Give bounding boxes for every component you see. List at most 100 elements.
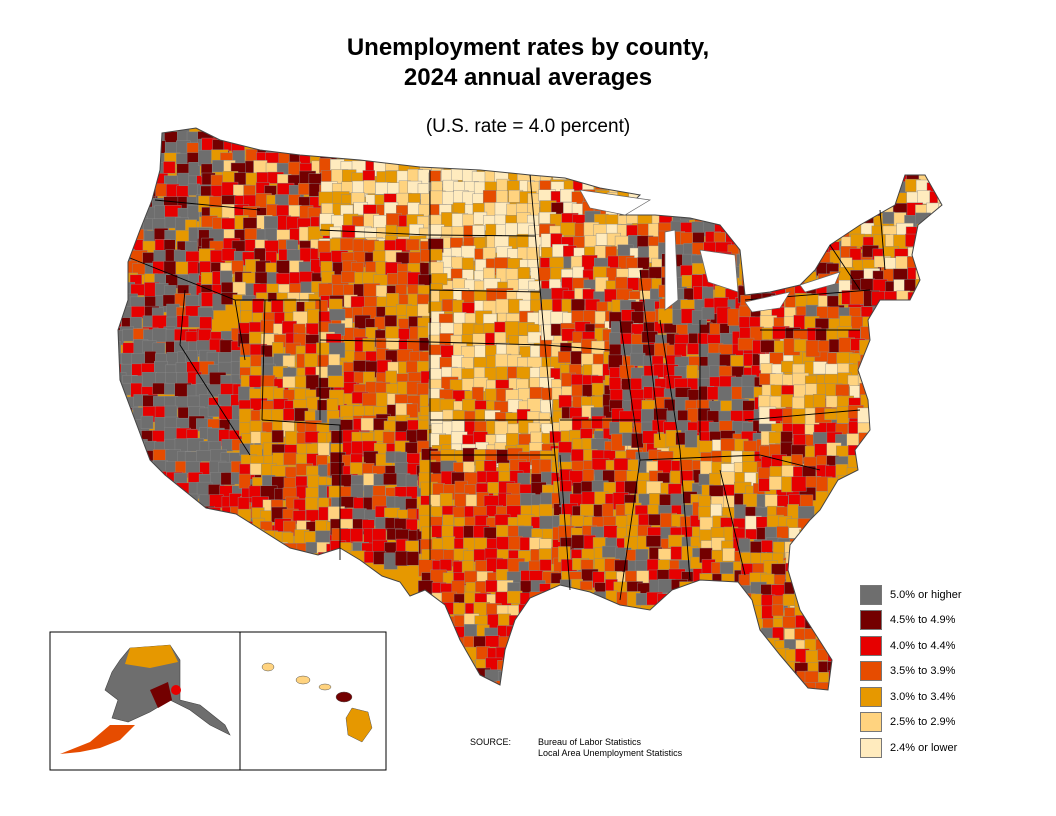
legend-label: 4.5% to 4.9% bbox=[890, 614, 956, 627]
source-line2: Local Area Unemployment Statistics bbox=[538, 748, 683, 758]
county-cell bbox=[496, 190, 508, 205]
county-cell bbox=[284, 466, 297, 479]
county-cell bbox=[462, 668, 480, 680]
county-cell bbox=[782, 261, 798, 276]
county-cell bbox=[817, 550, 835, 564]
county-cell bbox=[119, 438, 137, 456]
county-cell bbox=[751, 695, 765, 711]
county-cell bbox=[130, 504, 147, 519]
county-cell bbox=[927, 281, 940, 298]
county-cell bbox=[928, 245, 942, 262]
county-cell bbox=[799, 494, 814, 507]
county-cell bbox=[761, 682, 778, 690]
county-cell bbox=[553, 591, 570, 604]
county-cell bbox=[120, 174, 136, 191]
county-cell bbox=[827, 637, 840, 652]
county-cell bbox=[304, 431, 320, 444]
county-cell bbox=[363, 180, 376, 194]
county-cell bbox=[240, 551, 255, 568]
county-cell bbox=[602, 545, 618, 558]
county-cell bbox=[558, 394, 572, 409]
county-cell bbox=[794, 584, 811, 599]
county-cell bbox=[939, 258, 942, 276]
county-cell bbox=[141, 139, 158, 151]
county-cell bbox=[860, 467, 874, 482]
county-cell bbox=[131, 140, 149, 155]
county-cell bbox=[741, 626, 756, 640]
county-cell bbox=[531, 636, 547, 649]
county-cell bbox=[829, 585, 842, 599]
county-cell bbox=[783, 682, 799, 690]
county-cell bbox=[807, 541, 821, 559]
county-cell bbox=[857, 453, 875, 471]
county-cell bbox=[815, 563, 832, 579]
county-cell bbox=[166, 515, 183, 530]
county-cell bbox=[711, 584, 726, 600]
county-cell bbox=[188, 315, 201, 328]
county-cell bbox=[752, 250, 767, 263]
county-cell bbox=[431, 158, 444, 172]
county-cell bbox=[442, 536, 456, 551]
county-cell bbox=[395, 550, 409, 566]
county-cell bbox=[118, 228, 129, 242]
county-cell bbox=[785, 571, 803, 584]
county-cell bbox=[838, 215, 852, 228]
county-cell bbox=[574, 657, 591, 674]
county-cell bbox=[630, 352, 646, 367]
county-cell bbox=[176, 315, 190, 328]
county-cell bbox=[814, 585, 832, 598]
county-cell bbox=[372, 250, 387, 263]
county-cell bbox=[804, 561, 817, 578]
county-cell bbox=[219, 518, 237, 536]
county-cell bbox=[141, 128, 158, 146]
legend-swatch bbox=[860, 635, 882, 656]
county-cell bbox=[927, 168, 941, 182]
county-cell bbox=[238, 386, 250, 402]
county-cell bbox=[839, 193, 852, 211]
county-cell bbox=[684, 430, 698, 448]
county-cell bbox=[428, 261, 444, 275]
county-cell bbox=[883, 336, 901, 354]
county-cell bbox=[385, 370, 398, 385]
source-line1: Bureau of Labor Statistics bbox=[538, 737, 642, 747]
county-cell bbox=[519, 615, 533, 629]
county-cell bbox=[420, 594, 433, 607]
county-cell bbox=[771, 604, 784, 617]
county-cell bbox=[783, 694, 796, 706]
county-cell bbox=[894, 339, 910, 355]
county-cell bbox=[153, 504, 168, 520]
county-cell bbox=[519, 659, 534, 674]
county-cell bbox=[839, 692, 852, 707]
county-cell bbox=[863, 170, 877, 188]
county-cell bbox=[276, 137, 294, 151]
county-cell bbox=[251, 541, 269, 557]
county-cell bbox=[198, 518, 211, 535]
county-cell bbox=[121, 482, 136, 500]
county-cell bbox=[453, 312, 467, 325]
county-cell bbox=[132, 482, 146, 496]
county-cell bbox=[816, 693, 832, 706]
county-cell bbox=[121, 195, 138, 211]
county-cell bbox=[519, 624, 534, 639]
county-cell bbox=[530, 682, 545, 690]
county-cell bbox=[143, 485, 155, 501]
county-cell bbox=[575, 592, 589, 608]
county-cell bbox=[387, 182, 401, 195]
county-cell bbox=[530, 431, 544, 445]
county-cell bbox=[419, 658, 432, 675]
county-cell bbox=[118, 218, 126, 230]
county-cell bbox=[850, 233, 866, 248]
county-cell bbox=[827, 539, 845, 552]
county-cell bbox=[405, 474, 418, 487]
county-cell bbox=[720, 593, 734, 607]
county-cell bbox=[573, 603, 591, 616]
county-cell bbox=[836, 406, 849, 424]
county-cell bbox=[428, 411, 445, 426]
county-cell bbox=[539, 594, 552, 611]
county-cell bbox=[591, 382, 604, 396]
map-subtitle: (U.S. rate = 4.0 percent) bbox=[425, 116, 631, 137]
county-cell bbox=[837, 615, 850, 631]
county-cell bbox=[462, 646, 477, 662]
county-cell bbox=[926, 257, 939, 271]
county-cell bbox=[529, 649, 544, 663]
